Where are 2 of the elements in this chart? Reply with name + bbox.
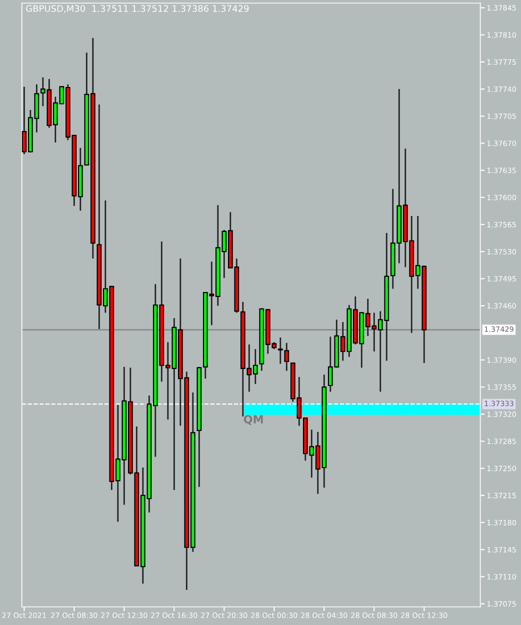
band-label: QM <box>244 415 263 425</box>
chart-title: GBPUSD,M30 1.37511 1.37512 1.37386 1.37429 <box>26 5 249 13</box>
